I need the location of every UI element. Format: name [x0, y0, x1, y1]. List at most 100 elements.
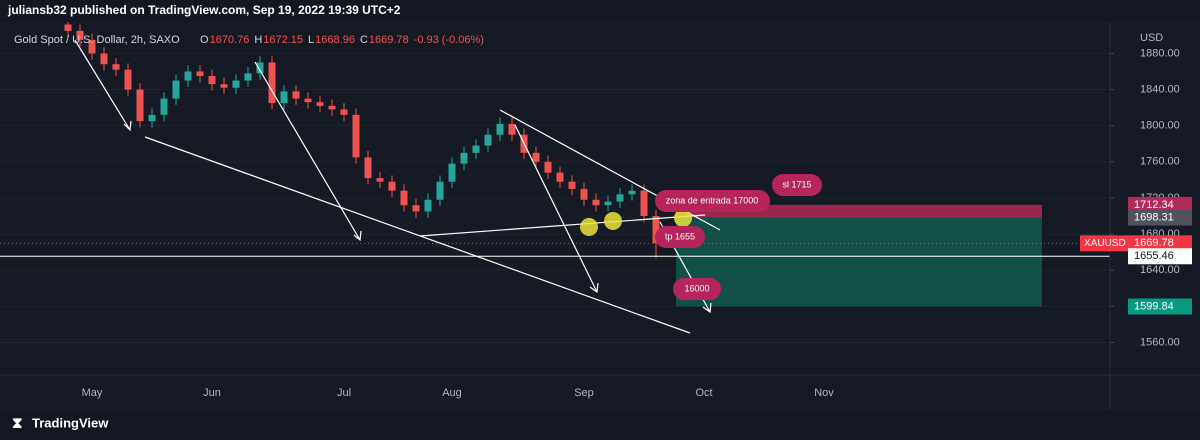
target-zone — [676, 217, 1042, 307]
top-bar — [0, 0, 1200, 22]
marks — [0, 18, 1110, 343]
trend-line — [419, 214, 706, 237]
bottom-bar — [0, 410, 1200, 440]
arrow-head — [589, 282, 599, 294]
y-tick-label: 1880.00 — [1140, 47, 1180, 59]
price-tag-label: 1712.34 — [1134, 199, 1174, 211]
annotation: zona de entrada 17000 — [666, 195, 759, 205]
circle — [604, 212, 622, 230]
footer: TradingView — [32, 415, 109, 430]
price-tag-label: 1669.78 — [1134, 237, 1174, 249]
highlights — [580, 209, 692, 236]
candle-body — [652, 216, 660, 244]
candle-body — [448, 163, 456, 182]
circle — [580, 218, 598, 236]
bubble — [655, 226, 705, 248]
candle-body — [388, 181, 396, 191]
legend-label: C — [360, 34, 368, 46]
candle-body — [112, 64, 120, 70]
candle-body — [232, 80, 240, 88]
legend-label: H — [254, 34, 262, 46]
candle-body — [412, 205, 420, 212]
candle-body — [628, 190, 636, 195]
candle-body — [148, 114, 156, 122]
candle-body — [64, 24, 72, 31]
price-tag-label: 1599.84 — [1134, 300, 1174, 312]
legend-label: L — [308, 34, 314, 46]
legend-change: -0.93 (-0.06%) — [414, 34, 484, 46]
bubbles: zona de entrada 17000 sl 1715 tp 1655 16… — [655, 174, 822, 300]
candle-body — [88, 39, 96, 54]
y-tick-label: 1760.00 — [1140, 156, 1180, 168]
candle-body — [424, 199, 432, 212]
y-tick-label: 1800.00 — [1140, 120, 1180, 132]
candle-body — [304, 98, 312, 103]
published: juliansb32 published on TradingView.com,… — [7, 3, 401, 17]
candle-body — [544, 161, 552, 173]
x-tick-label: Sep — [574, 387, 594, 399]
arrow-head — [353, 230, 362, 242]
price-tag — [1128, 235, 1192, 252]
price-tag-label: 1698.31 — [1134, 211, 1174, 223]
bubble — [655, 190, 770, 212]
candle-body — [208, 76, 216, 85]
candle-body — [160, 98, 168, 115]
candle-body — [268, 62, 276, 104]
y-tick-label: 1840.00 — [1140, 83, 1180, 95]
x-tick-label: Jul — [337, 387, 351, 399]
stop-zone — [676, 204, 1042, 218]
candle-body — [640, 190, 648, 217]
price-tag — [1128, 298, 1192, 315]
legend-label: O — [200, 34, 209, 46]
trend-line — [144, 136, 691, 334]
candle-body — [508, 123, 516, 135]
price-tag — [1128, 209, 1192, 226]
candle-body — [256, 62, 264, 74]
candle-body — [196, 71, 204, 77]
candle-body — [592, 199, 600, 206]
bubble — [673, 278, 721, 300]
legend-value: 1668.96 — [315, 34, 355, 46]
arrow-head — [123, 120, 132, 132]
candle-body — [280, 91, 288, 104]
annotation: 16000 — [684, 283, 709, 293]
circle — [674, 209, 692, 227]
y-tick-label: 1560.00 — [1140, 336, 1180, 348]
candle-body — [184, 71, 192, 81]
candle-body — [76, 30, 84, 40]
candle-body — [616, 194, 624, 202]
candle-body — [580, 188, 588, 200]
candle-body — [172, 80, 180, 99]
logo-mark: ⧗ — [12, 415, 23, 432]
y-tick-label: 1640.00 — [1140, 264, 1180, 276]
candle-body — [460, 152, 468, 164]
arrow — [254, 61, 361, 241]
candle-body — [340, 109, 348, 115]
candle-body — [496, 123, 504, 135]
candle-body — [352, 114, 360, 158]
candle-body — [400, 190, 408, 206]
candle-body — [556, 172, 564, 182]
x-tick-label: Jun — [203, 387, 221, 399]
symbol-label: XAUUSD — [1084, 238, 1126, 249]
candle-body — [136, 89, 144, 122]
legend-value: 1669.78 — [369, 34, 409, 46]
axis-unit: USD — [1140, 32, 1163, 44]
price-tag — [1128, 196, 1192, 213]
candle-body — [292, 91, 300, 99]
candle-body — [316, 102, 324, 106]
candle-body — [364, 157, 372, 179]
bubble — [772, 174, 822, 196]
legend-value: 1672.15 — [263, 34, 303, 46]
annotation: tp 1655 — [665, 231, 695, 241]
arrow — [74, 39, 131, 131]
price-tag — [1128, 248, 1192, 265]
candle-body — [604, 201, 612, 206]
candle-body — [220, 84, 228, 88]
legend-values: O 1670.76 H 1672.15 L 1668.96 C 1669.78 -0.93 (-… — [200, 34, 484, 46]
candle-body — [244, 73, 252, 81]
x-tick-label: Oct — [695, 387, 712, 399]
candle-body — [376, 178, 384, 182]
